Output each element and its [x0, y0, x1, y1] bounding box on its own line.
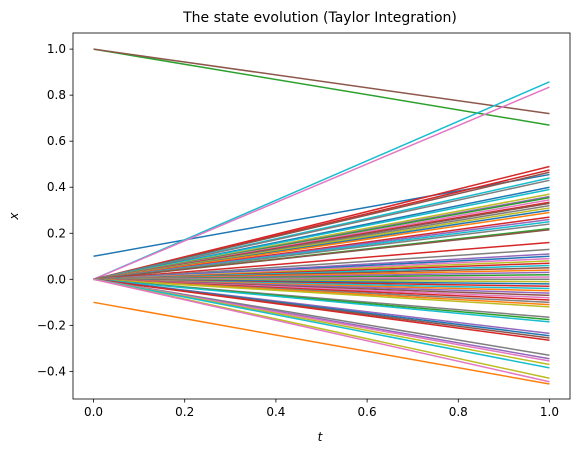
- plot-area-frame: [72, 32, 571, 400]
- series-line-22: [93, 211, 550, 281]
- series-line-57: [93, 278, 550, 323]
- y-tick-label: −0.2: [37, 318, 66, 332]
- x-tick-label: 0.6: [358, 405, 377, 419]
- series-layer: [93, 48, 550, 385]
- x-tick-label: 0.8: [449, 405, 468, 419]
- series-line-28: [93, 229, 550, 281]
- y-tick-label: 0.6: [47, 134, 66, 148]
- series-line-1: [93, 301, 550, 385]
- x-tick-label: 0.4: [266, 405, 285, 419]
- series-line-3: [93, 48, 550, 115]
- series-line-5: [93, 86, 550, 280]
- tick-layer: 0.0 0.2 0.4 0.6 0.8 1.0 −0.4 −0.2 0.0 0.2 0.4 0.6 0.…: [37, 42, 559, 419]
- series-line-68: [93, 278, 550, 383]
- series-line-8: [93, 171, 550, 281]
- series-line-26: [93, 223, 550, 281]
- series-line-54: [93, 278, 550, 308]
- y-tick-label: 0.2: [47, 226, 66, 240]
- y-tick-label: −0.4: [37, 364, 66, 378]
- series-line-12: [93, 188, 550, 281]
- series-line-2: [93, 48, 550, 126]
- series-line-10: [93, 179, 550, 281]
- y-axis-label: x: [7, 212, 21, 221]
- series-line-30: [93, 248, 550, 281]
- y-tick-label: 0.0: [47, 272, 66, 286]
- series-line-29: [93, 241, 550, 281]
- x-axis-label: t: [318, 430, 324, 444]
- x-tick-label: 0.0: [84, 405, 103, 419]
- y-tick-label: 1.0: [47, 42, 66, 56]
- y-tick-label: 0.4: [47, 180, 66, 194]
- x-tick-label: 1.0: [540, 405, 559, 419]
- series-line-61: [93, 278, 550, 342]
- series-line-4: [93, 81, 550, 280]
- series-line-66: [93, 278, 550, 369]
- x-tick-label: 0.2: [175, 405, 194, 419]
- chart-title: The state evolution (Taylor Integration): [182, 10, 457, 26]
- y-tick-label: 0.8: [47, 88, 66, 102]
